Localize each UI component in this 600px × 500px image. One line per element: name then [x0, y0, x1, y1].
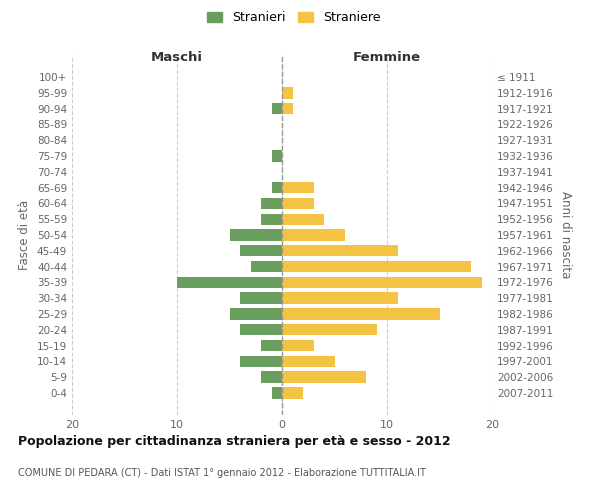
Bar	[282, 276, 482, 288]
Bar	[282, 214, 324, 225]
Bar	[282, 230, 345, 240]
Bar	[229, 308, 282, 320]
Text: Femmine: Femmine	[353, 52, 421, 64]
Text: Maschi: Maschi	[151, 52, 203, 64]
Bar	[177, 276, 282, 288]
Bar	[282, 340, 314, 351]
Bar	[271, 388, 282, 398]
Bar	[282, 388, 303, 398]
Bar	[282, 324, 377, 336]
Bar	[240, 292, 282, 304]
Bar	[282, 308, 439, 320]
Bar	[240, 245, 282, 256]
Bar	[261, 340, 282, 351]
Y-axis label: Fasce di età: Fasce di età	[19, 200, 31, 270]
Y-axis label: Anni di nascita: Anni di nascita	[559, 192, 572, 278]
Bar	[282, 261, 471, 272]
Bar	[261, 372, 282, 383]
Bar	[240, 356, 282, 367]
Bar	[282, 103, 293, 115]
Text: COMUNE DI PEDARA (CT) - Dati ISTAT 1° gennaio 2012 - Elaborazione TUTTITALIA.IT: COMUNE DI PEDARA (CT) - Dati ISTAT 1° ge…	[18, 468, 426, 477]
Bar	[271, 150, 282, 162]
Bar	[251, 261, 282, 272]
Bar	[282, 372, 366, 383]
Bar	[282, 198, 314, 209]
Bar	[282, 245, 398, 256]
Bar	[282, 356, 335, 367]
Bar	[282, 182, 314, 194]
Bar	[261, 214, 282, 225]
Bar	[282, 292, 398, 304]
Bar	[271, 182, 282, 194]
Text: Popolazione per cittadinanza straniera per età e sesso - 2012: Popolazione per cittadinanza straniera p…	[18, 435, 451, 448]
Legend: Stranieri, Straniere: Stranieri, Straniere	[202, 6, 386, 29]
Bar	[261, 198, 282, 209]
Bar	[240, 324, 282, 336]
Bar	[229, 230, 282, 240]
Bar	[271, 103, 282, 115]
Bar	[282, 87, 293, 99]
